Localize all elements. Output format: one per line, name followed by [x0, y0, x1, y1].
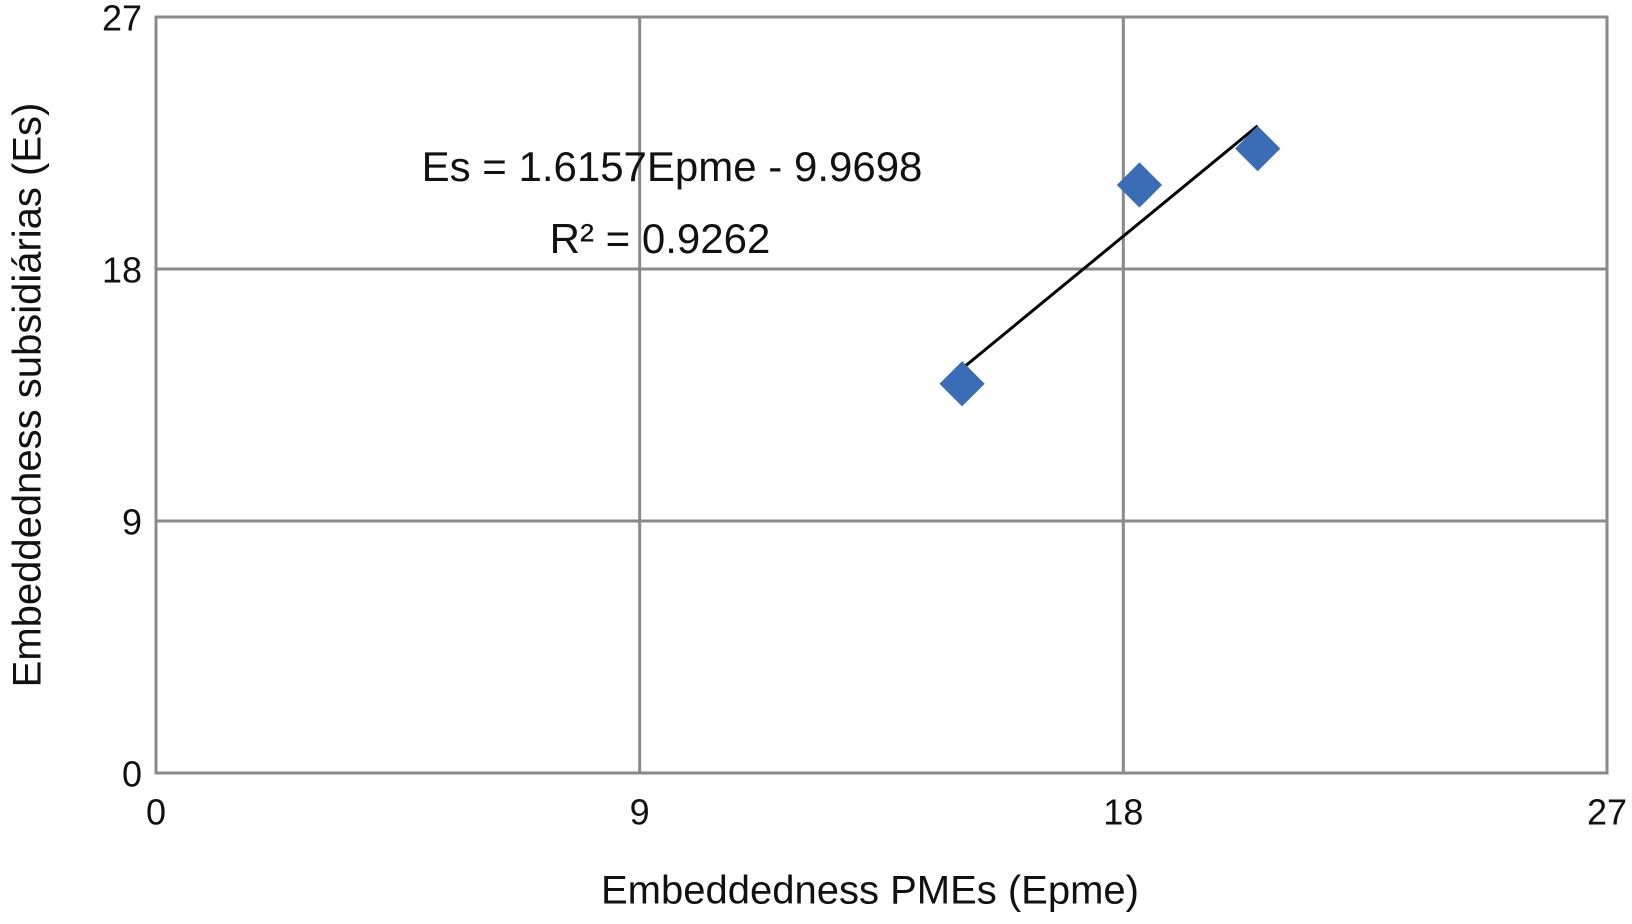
y-tick-label: 18 — [102, 250, 142, 291]
x-tick-label: 9 — [630, 792, 650, 833]
plot-border — [154, 15, 1609, 775]
x-tick-label: 0 — [146, 792, 166, 833]
x-tick-label: 27 — [1587, 792, 1627, 833]
scatter-point — [1116, 162, 1163, 208]
y-tick-label: 27 — [102, 0, 142, 39]
x-tick-label: 18 — [1103, 792, 1143, 833]
y-tick-label: 9 — [122, 502, 142, 543]
y-axis-label: Embeddedness subsidiárias (Es) — [6, 103, 50, 688]
scatter-point — [1235, 125, 1281, 172]
x-axis-label: Embeddedness PMEs (Epme) — [601, 869, 1139, 913]
r-squared: R² = 0.9262 — [550, 215, 771, 262]
scatter-point — [939, 361, 985, 407]
trend-equation: Es = 1.6157Epme - 9.9698 — [422, 143, 923, 190]
trend-line — [961, 124, 1259, 370]
y-tick-label: 0 — [122, 754, 142, 795]
